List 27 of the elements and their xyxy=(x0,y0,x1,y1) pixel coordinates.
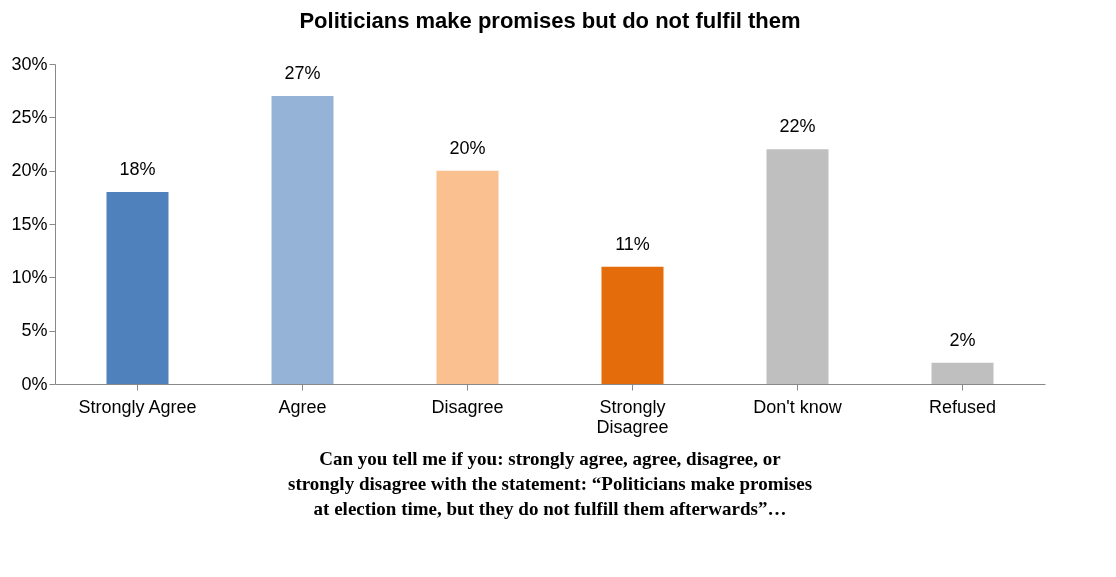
x-tick-label: Disagree xyxy=(431,396,504,417)
data-label: 18% xyxy=(119,159,156,179)
x-tick-label: Don't know xyxy=(753,396,843,417)
y-tick-label: 25% xyxy=(11,106,48,127)
data-label: 22% xyxy=(779,116,816,137)
bar xyxy=(436,170,499,384)
chart-title: Politicians make promises but do not fulfil them xyxy=(299,8,801,33)
x-tick-label: Refused xyxy=(928,396,997,417)
data-label: 27% xyxy=(284,63,321,83)
x-tick-label: Agree xyxy=(278,396,327,417)
x-tick-label: Strongly Disagree xyxy=(596,396,669,437)
bar xyxy=(931,362,994,384)
data-label: 11% xyxy=(615,233,650,254)
x-tick-label: Strongly Agree xyxy=(78,396,197,417)
y-tick-label: 30% xyxy=(11,53,48,74)
text: Can you tell me if you: strongly agree, agree, disagree, or strongly disagree with the statement: “Politicians make promises at election time, but they do not fulfill them afterwards”… xyxy=(287,447,813,519)
bar xyxy=(106,192,169,384)
data-label: 2% xyxy=(949,329,976,350)
bar xyxy=(271,96,334,384)
bar xyxy=(601,266,664,384)
y-tick-label: 0% xyxy=(21,373,48,394)
bar xyxy=(766,149,829,384)
y-tick-label: 15% xyxy=(11,213,48,234)
data-label: 20% xyxy=(449,137,486,158)
y-tick-label: 5% xyxy=(21,320,48,341)
y-tick-label: 20% xyxy=(11,160,48,181)
y-tick-label: 10% xyxy=(11,266,48,287)
